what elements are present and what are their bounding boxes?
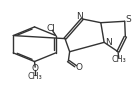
Text: S: S [125, 15, 131, 24]
Text: CH₃: CH₃ [28, 72, 43, 81]
Text: Cl: Cl [47, 24, 56, 33]
Text: O: O [32, 64, 39, 73]
Text: N: N [76, 12, 83, 21]
Text: N: N [105, 38, 111, 47]
Text: CH₃: CH₃ [111, 55, 126, 64]
Text: O: O [75, 63, 82, 72]
